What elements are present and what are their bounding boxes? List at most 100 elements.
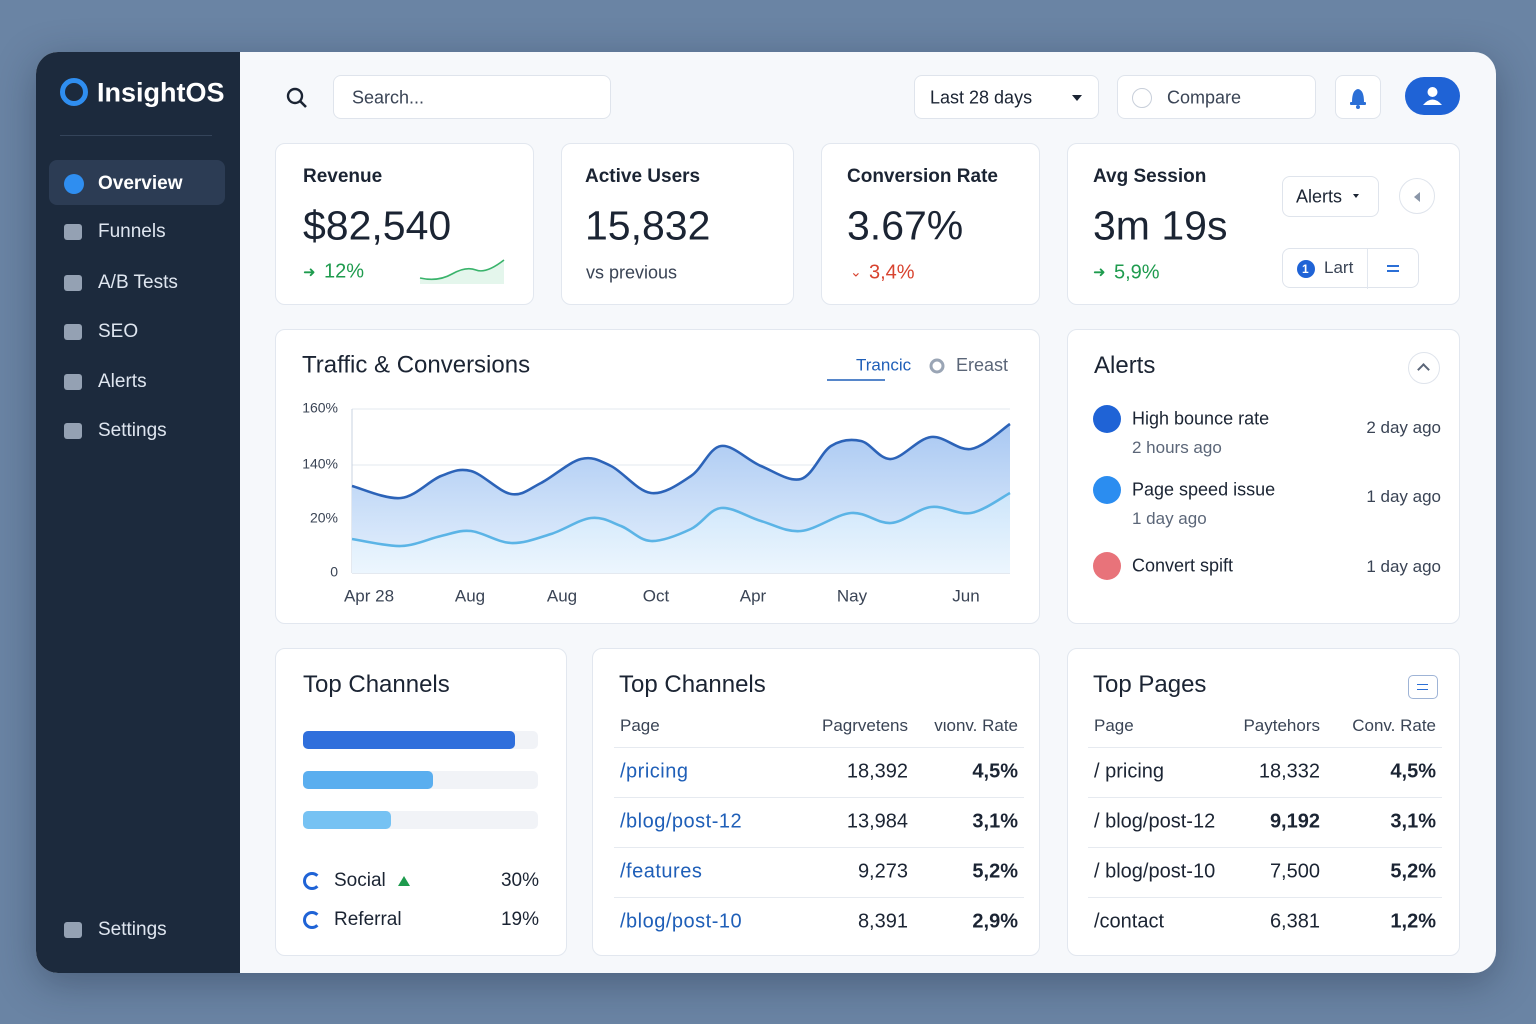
- alert-icon: [1093, 476, 1121, 504]
- x-tick-label: Apr 28: [344, 586, 394, 605]
- search-box[interactable]: Search...: [333, 75, 611, 119]
- legend-label[interactable]: Ereast: [956, 355, 1008, 375]
- y-tick-label: 140%: [302, 456, 338, 472]
- legend-label[interactable]: Trancic: [856, 355, 912, 374]
- caret: [1072, 95, 1082, 106]
- row-divider: [1088, 847, 1442, 848]
- chip[interactable]: 1 Lart: [1282, 248, 1419, 289]
- bar: [303, 771, 433, 789]
- collapse-button[interactable]: [1408, 352, 1440, 384]
- arrow-up: ➜: [303, 264, 316, 281]
- x-tick-label: Aug: [455, 586, 485, 605]
- row-divider: [614, 797, 1024, 798]
- sep: [1367, 249, 1368, 289]
- app-window: InsightOS Overview Funnels A/B Tests SEO Ale…: [36, 52, 1496, 973]
- brand-logo: [60, 78, 88, 106]
- kpi-delta: 5,9%: [1114, 261, 1160, 284]
- kpi-label: Avg Session: [1093, 166, 1207, 187]
- notifications[interactable]: [1335, 75, 1381, 119]
- column-header: Paytehors: [1243, 716, 1320, 735]
- cell: 4,5%: [1390, 760, 1436, 783]
- kpi-value: $82,540: [303, 202, 452, 249]
- row-divider: [614, 897, 1024, 898]
- cell: 7,500: [1269, 860, 1320, 883]
- row-divider: [1088, 797, 1442, 798]
- x-tick-label: Aug: [547, 586, 577, 605]
- divider: [60, 135, 212, 136]
- nav-item[interactable]: Funnels: [98, 221, 166, 242]
- alert-sub: 2 hours ago: [1132, 438, 1222, 457]
- date-range: Last 28 days: [930, 87, 1033, 108]
- menu-button[interactable]: [1408, 675, 1438, 699]
- kpi-card: Active Users 15,832 vs previous: [561, 143, 794, 305]
- kpi-value: 15,832: [585, 202, 711, 249]
- chart-title: Traffic & Conversions: [302, 351, 530, 378]
- alerts-button[interactable]: Alerts: [1282, 176, 1379, 217]
- cell[interactable]: /features: [620, 860, 703, 883]
- alert-icon: [1093, 552, 1121, 580]
- nav-button[interactable]: [1399, 178, 1435, 214]
- cell: 13,984: [846, 810, 908, 833]
- cell: 2,9%: [972, 910, 1018, 933]
- card-title: Alerts: [1094, 352, 1156, 379]
- cell: /contact: [1094, 910, 1165, 933]
- channel-share: 19%: [500, 909, 539, 930]
- alert-icon: [1093, 405, 1121, 433]
- channel-icon: [303, 911, 321, 929]
- line: [351, 422, 1011, 500]
- bar: [303, 731, 515, 749]
- sparkline: [419, 259, 505, 284]
- nav-item[interactable]: Settings: [98, 420, 167, 441]
- trend-up: [398, 876, 410, 886]
- cell: / pricing: [1094, 760, 1165, 783]
- channel-name: Referral: [334, 909, 402, 930]
- kpi-value: 3m 19s: [1093, 202, 1228, 249]
- nav-icon: [64, 275, 82, 291]
- cell: 3,1%: [1390, 810, 1436, 833]
- alert-title: High bounce rate: [1132, 408, 1270, 429]
- x-tick-label: Jun: [952, 586, 979, 605]
- cell: 5,2%: [972, 860, 1018, 883]
- cell[interactable]: /pricing: [620, 760, 689, 783]
- compare-toggle[interactable]: Compare: [1117, 75, 1316, 119]
- kpi-note: vs previous: [586, 262, 678, 283]
- menu-icon: [1417, 684, 1428, 690]
- cell[interactable]: /blog/post-10: [620, 910, 743, 933]
- cell: 9,192: [1269, 810, 1320, 833]
- cell: / blog/post-10: [1094, 860, 1216, 883]
- column-header: vιonv. Rate: [934, 716, 1018, 735]
- nav-item[interactable]: Alerts: [98, 371, 147, 392]
- x-tick-label: Apr: [740, 586, 767, 605]
- nav-item[interactable]: Overview: [98, 173, 183, 194]
- traffic-chart: Traffic & Conversions Trancic Ereast 160…: [302, 351, 1011, 605]
- chip-label: Lart: [1324, 258, 1354, 277]
- nav-item[interactable]: Settings: [98, 919, 167, 940]
- cell: 9,273: [857, 860, 908, 883]
- kpi-card: Avg Session 3m 19s ➜ 5,9% Alerts 1 Lart: [1067, 143, 1460, 305]
- nav-item[interactable]: A/B Tests: [98, 272, 178, 293]
- card-title: Top Channels: [619, 671, 766, 698]
- chart-card: Traffic & Conversions Trancic Ereast 160…: [275, 329, 1040, 624]
- cell: 3,1%: [972, 810, 1018, 833]
- date-dropdown[interactable]: Last 28 days: [914, 75, 1099, 119]
- line: [351, 491, 1011, 548]
- nav-item[interactable]: SEO: [98, 321, 139, 342]
- arrow-down: ⌄: [850, 263, 862, 280]
- sidebar: InsightOS Overview Funnels A/B Tests SEO Ale…: [36, 52, 240, 973]
- cell[interactable]: /blog/post-12: [620, 810, 743, 833]
- row-divider: [1088, 747, 1442, 748]
- y-tick-label: 0: [330, 564, 338, 580]
- button-label: Alerts: [1296, 186, 1343, 207]
- avatar-button[interactable]: [1405, 77, 1460, 115]
- nav-icon: [64, 922, 82, 938]
- area: [352, 493, 1010, 573]
- radio: [1132, 88, 1152, 108]
- alert-time: 2 day ago: [1366, 418, 1441, 437]
- alerts-card: Alerts High bounce rate 2 hours ago 2 day …: [1067, 329, 1460, 624]
- y-tick-label: 160%: [302, 400, 338, 416]
- cell: 6,381: [1269, 910, 1320, 933]
- channels-card: Top Channels Social 30% Referral 19%: [275, 648, 567, 956]
- alert-title: Page speed issue: [1132, 479, 1276, 500]
- channel-icon: [303, 872, 321, 890]
